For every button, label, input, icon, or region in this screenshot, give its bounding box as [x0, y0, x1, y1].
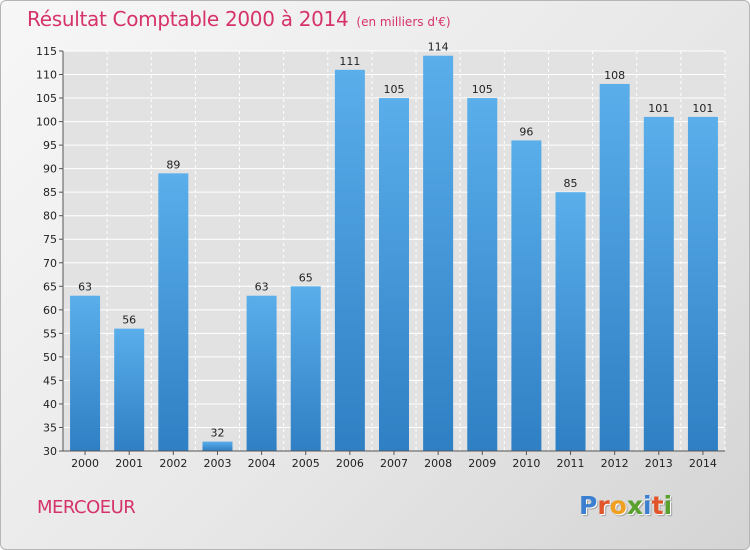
- bar: [467, 98, 498, 451]
- y-tick-label: 85: [43, 186, 57, 199]
- bar-value-label: 85: [564, 177, 578, 190]
- chart-subtitle: (en milliers d'€): [356, 15, 451, 29]
- bar: [379, 98, 409, 451]
- bar-value-label: 101: [648, 102, 669, 115]
- y-tick-label: 40: [43, 398, 57, 411]
- bar-value-label: 96: [519, 125, 533, 138]
- y-tick-label: 95: [43, 139, 57, 152]
- x-tick-label: 2008: [424, 457, 452, 470]
- y-tick-label: 80: [43, 210, 57, 223]
- bar: [114, 328, 145, 451]
- bar: [202, 441, 233, 451]
- x-tick-label: 2000: [71, 457, 99, 470]
- y-tick-label: 35: [43, 421, 57, 434]
- commune-name: MERCOEUR: [37, 497, 136, 518]
- logo-letter: i: [663, 491, 673, 520]
- proxiti-logo[interactable]: Proxiti: [579, 491, 672, 520]
- bar: [599, 83, 630, 452]
- y-tick-label: 30: [43, 445, 57, 458]
- bar-value-label: 111: [339, 55, 360, 68]
- y-tick-label: 115: [36, 45, 57, 58]
- y-tick-label: 90: [43, 163, 57, 176]
- y-tick-label: 70: [43, 257, 57, 270]
- x-tick-label: 2009: [468, 457, 496, 470]
- bar-value-label: 56: [122, 314, 136, 327]
- x-tick-label: 2004: [248, 457, 276, 470]
- bar: [290, 286, 321, 451]
- bar: [643, 116, 674, 451]
- bar-value-label: 114: [428, 41, 449, 54]
- bar: [158, 173, 189, 451]
- y-tick-label: 110: [36, 69, 57, 82]
- bar-value-label: 105: [384, 83, 405, 96]
- x-tick-label: 2007: [380, 457, 408, 470]
- y-tick-label: 45: [43, 374, 57, 387]
- bar: [511, 140, 542, 452]
- bar-value-label: 63: [255, 281, 269, 294]
- logo-letter: P: [579, 491, 598, 520]
- bar: [246, 295, 277, 451]
- bar-value-label: 108: [604, 69, 625, 82]
- bar-value-label: 32: [210, 427, 224, 440]
- logo-letter: r: [597, 491, 610, 520]
- y-tick-label: 100: [36, 116, 57, 129]
- x-tick-label: 2005: [292, 457, 320, 470]
- chart-title: Résultat Comptable 2000 à 2014: [27, 7, 349, 31]
- y-tick-label: 105: [36, 92, 57, 105]
- x-tick-label: 2011: [557, 457, 585, 470]
- logo-letter: i: [643, 491, 652, 520]
- x-tick-label: 2013: [645, 457, 673, 470]
- x-tick-label: 2006: [336, 457, 364, 470]
- title-row: Résultat Comptable 2000 à 2014 (en millie…: [27, 7, 451, 31]
- bar-value-label: 105: [472, 83, 493, 96]
- x-tick-label: 2003: [203, 457, 231, 470]
- x-tick-label: 2012: [601, 457, 629, 470]
- x-tick-label: 2002: [159, 457, 187, 470]
- logo-letter: t: [651, 491, 664, 520]
- x-tick-label: 2001: [115, 457, 143, 470]
- bar: [423, 55, 454, 452]
- logo-letter: x: [626, 491, 643, 520]
- y-tick-label: 60: [43, 304, 57, 317]
- bar: [555, 192, 586, 452]
- logo-letter: o: [609, 491, 627, 520]
- bar-value-label: 89: [166, 158, 180, 171]
- bar: [334, 69, 365, 451]
- bar-value-label: 101: [692, 102, 713, 115]
- y-tick-label: 65: [43, 280, 57, 293]
- bar: [70, 295, 101, 451]
- bar: [687, 116, 718, 451]
- bar-value-label: 63: [78, 281, 92, 294]
- y-tick-label: 75: [43, 233, 57, 246]
- bar-value-label: 65: [299, 271, 313, 284]
- y-tick-label: 55: [43, 327, 57, 340]
- x-tick-label: 2010: [512, 457, 540, 470]
- y-tick-label: 50: [43, 351, 57, 364]
- x-tick-label: 2014: [689, 457, 717, 470]
